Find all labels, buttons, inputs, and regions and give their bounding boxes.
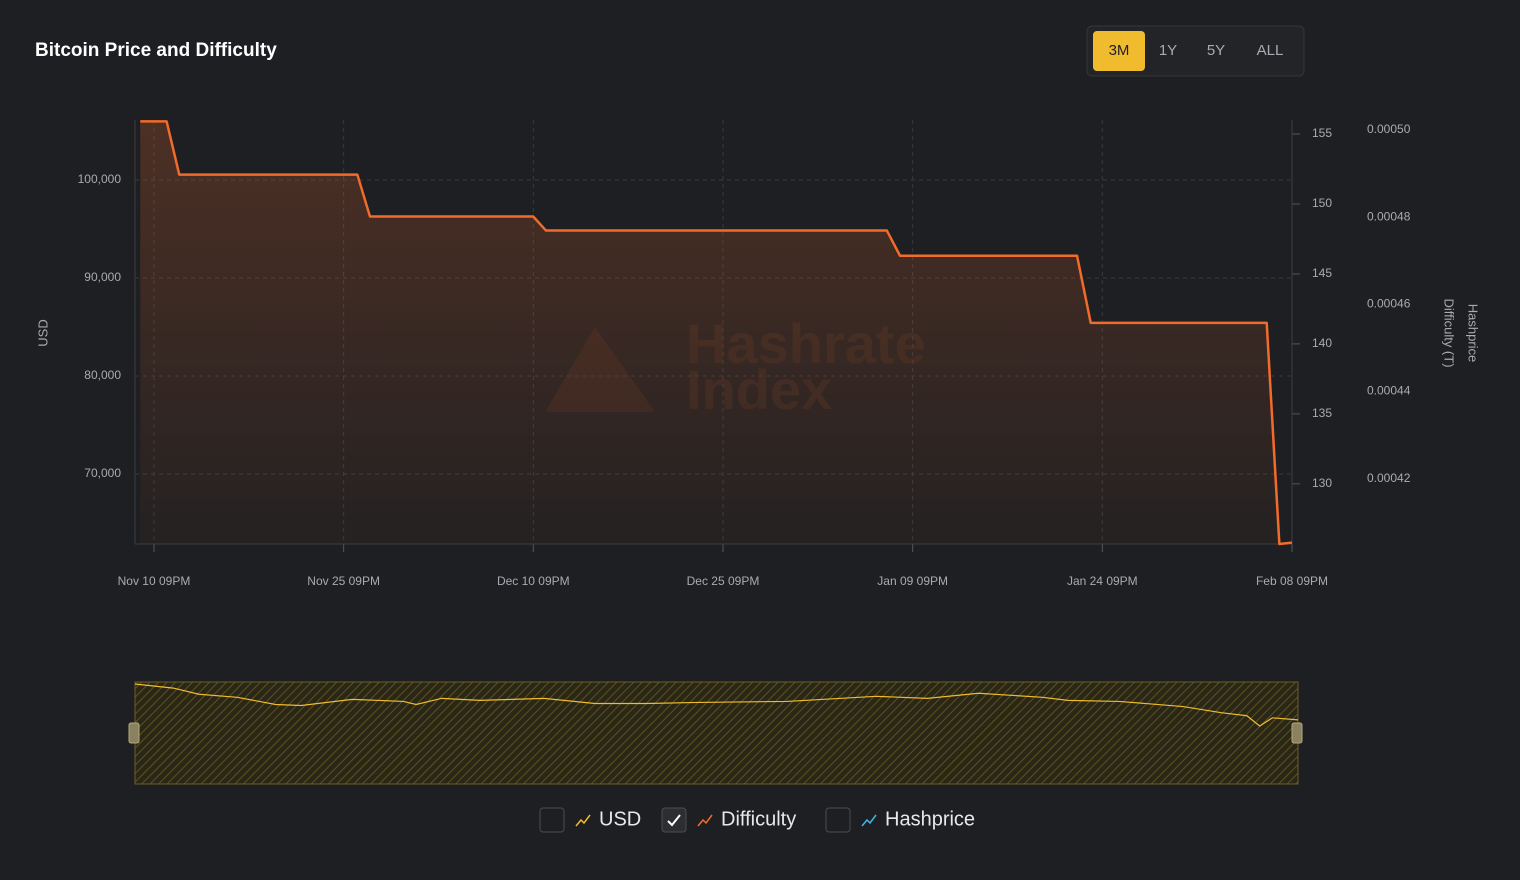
legend-checkbox[interactable]	[825, 807, 851, 833]
y-tick-label: 90,000	[84, 270, 121, 284]
check-mark	[667, 814, 681, 827]
legend-label[interactable]: Hashprice	[885, 808, 975, 830]
x-tick-label: Nov 25 09PM	[307, 574, 380, 588]
legend-label[interactable]: USD	[599, 808, 641, 830]
y2-tick-label: 150	[1312, 196, 1332, 210]
range-button[interactable]: ALL	[1257, 42, 1284, 59]
x-tick-label: Dec 25 09PM	[687, 574, 760, 588]
legend-checkbox[interactable]	[661, 807, 687, 833]
y-tick-label: 70,000	[84, 466, 121, 480]
x-tick-label: Jan 24 09PM	[1067, 574, 1138, 588]
y3-tick-label: 0.00050	[1367, 122, 1411, 136]
y3-tick-label: 0.00048	[1367, 209, 1411, 223]
y2-tick-label: 140	[1312, 336, 1332, 350]
legend-label[interactable]: Difficulty	[721, 808, 796, 830]
y3-tick-label: 0.00044	[1367, 384, 1411, 398]
area	[140, 121, 1292, 544]
y3-tick-label: 0.00046	[1367, 297, 1411, 311]
y3-axis-label: Hashprice	[1466, 304, 1481, 363]
y2-tick-label: 155	[1312, 126, 1332, 140]
legend-checkbox[interactable]	[539, 807, 565, 833]
range-button[interactable]: 3M	[1109, 42, 1130, 59]
legend-icon	[861, 814, 877, 827]
navigator-handle[interactable]	[1291, 722, 1303, 744]
y3-tick-label: 0.00042	[1367, 471, 1411, 485]
y-tick-label: 100,000	[78, 172, 122, 186]
range-button[interactable]: 1Y	[1159, 42, 1177, 59]
y2-axis-label: Difficulty (T)	[1442, 298, 1457, 367]
range-button-active[interactable]	[1093, 31, 1145, 71]
x-tick-label: Dec 10 09PM	[497, 574, 570, 588]
y2-tick-label: 145	[1312, 266, 1332, 280]
range-button[interactable]: 5Y	[1207, 42, 1225, 59]
legend-icon	[575, 814, 591, 827]
y-axis-label: USD	[35, 319, 50, 346]
x-tick-label: Feb 08 09PM	[1256, 574, 1328, 588]
navigator-handle[interactable]	[128, 722, 140, 744]
navigator-line	[134, 683, 1299, 727]
y-tick-label: 80,000	[84, 368, 121, 382]
line	[140, 120, 1293, 546]
navigator	[134, 681, 1299, 785]
x-tick-label: Nov 10 09PM	[118, 574, 191, 588]
y2-tick-label: 130	[1312, 476, 1332, 490]
x-tick-label: Jan 09 09PM	[877, 574, 948, 588]
y2-tick-label: 135	[1312, 406, 1332, 420]
legend-icon	[697, 814, 713, 827]
chart-title: Bitcoin Price and Difficulty	[35, 40, 277, 61]
